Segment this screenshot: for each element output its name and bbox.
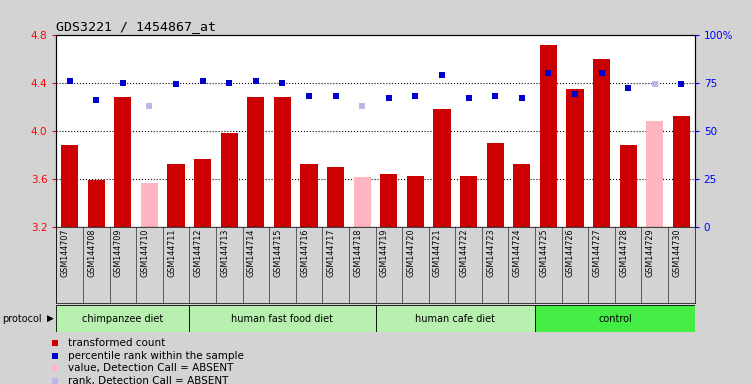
Text: ▶: ▶ <box>47 314 54 323</box>
Text: GSM144707: GSM144707 <box>61 229 70 277</box>
Bar <box>620 145 637 227</box>
Text: GSM144724: GSM144724 <box>513 229 522 277</box>
Bar <box>327 167 344 227</box>
Bar <box>221 133 238 227</box>
Text: GSM144708: GSM144708 <box>87 229 96 277</box>
Text: chimpanzee diet: chimpanzee diet <box>82 314 164 324</box>
Text: GSM144710: GSM144710 <box>140 229 149 277</box>
Bar <box>61 145 78 227</box>
Text: GSM144713: GSM144713 <box>220 229 229 277</box>
Bar <box>487 142 504 227</box>
Bar <box>194 159 211 227</box>
Bar <box>376 305 535 332</box>
Text: GSM144718: GSM144718 <box>353 229 362 277</box>
Bar <box>646 121 663 227</box>
Text: GSM144721: GSM144721 <box>433 229 442 277</box>
Text: percentile rank within the sample: percentile rank within the sample <box>68 351 244 361</box>
Bar <box>407 176 424 227</box>
Text: human fast food diet: human fast food diet <box>231 314 333 324</box>
Text: transformed count: transformed count <box>68 338 165 348</box>
Bar <box>56 305 189 332</box>
Text: control: control <box>598 314 632 324</box>
Text: GSM144722: GSM144722 <box>460 229 469 278</box>
Bar <box>380 174 397 227</box>
Text: human cafe diet: human cafe diet <box>415 314 496 324</box>
Text: protocol: protocol <box>2 314 42 324</box>
Bar <box>566 89 584 227</box>
Text: value, Detection Call = ABSENT: value, Detection Call = ABSENT <box>68 363 234 373</box>
Text: GSM144717: GSM144717 <box>327 229 336 277</box>
Text: GDS3221 / 1454867_at: GDS3221 / 1454867_at <box>56 20 216 33</box>
Bar <box>535 305 695 332</box>
Text: GSM144709: GSM144709 <box>114 229 123 277</box>
Bar <box>593 59 611 227</box>
Text: GSM144729: GSM144729 <box>646 229 655 278</box>
Bar <box>300 164 318 227</box>
Bar <box>673 116 690 227</box>
Bar <box>189 305 376 332</box>
Text: GSM144716: GSM144716 <box>300 229 309 277</box>
Bar <box>167 164 185 227</box>
Text: GSM144715: GSM144715 <box>273 229 282 277</box>
Bar <box>460 176 477 227</box>
Text: GSM144723: GSM144723 <box>486 229 495 277</box>
Text: GSM144728: GSM144728 <box>619 229 628 277</box>
Text: GSM144714: GSM144714 <box>247 229 256 277</box>
Bar <box>513 164 530 227</box>
Text: GSM144727: GSM144727 <box>593 229 602 278</box>
Bar <box>354 177 371 227</box>
Text: rank, Detection Call = ABSENT: rank, Detection Call = ABSENT <box>68 376 228 384</box>
Bar <box>540 45 557 227</box>
Text: GSM144730: GSM144730 <box>672 229 681 277</box>
Text: GSM144712: GSM144712 <box>194 229 203 277</box>
Text: GSM144719: GSM144719 <box>380 229 389 277</box>
Bar <box>140 183 158 227</box>
Text: GSM144726: GSM144726 <box>566 229 575 277</box>
Text: GSM144720: GSM144720 <box>406 229 415 277</box>
Text: GSM144725: GSM144725 <box>539 229 548 278</box>
Bar <box>88 180 105 227</box>
Bar <box>114 97 131 227</box>
Bar <box>274 97 291 227</box>
Bar <box>433 109 451 227</box>
Text: GSM144711: GSM144711 <box>167 229 176 277</box>
Bar <box>247 97 264 227</box>
